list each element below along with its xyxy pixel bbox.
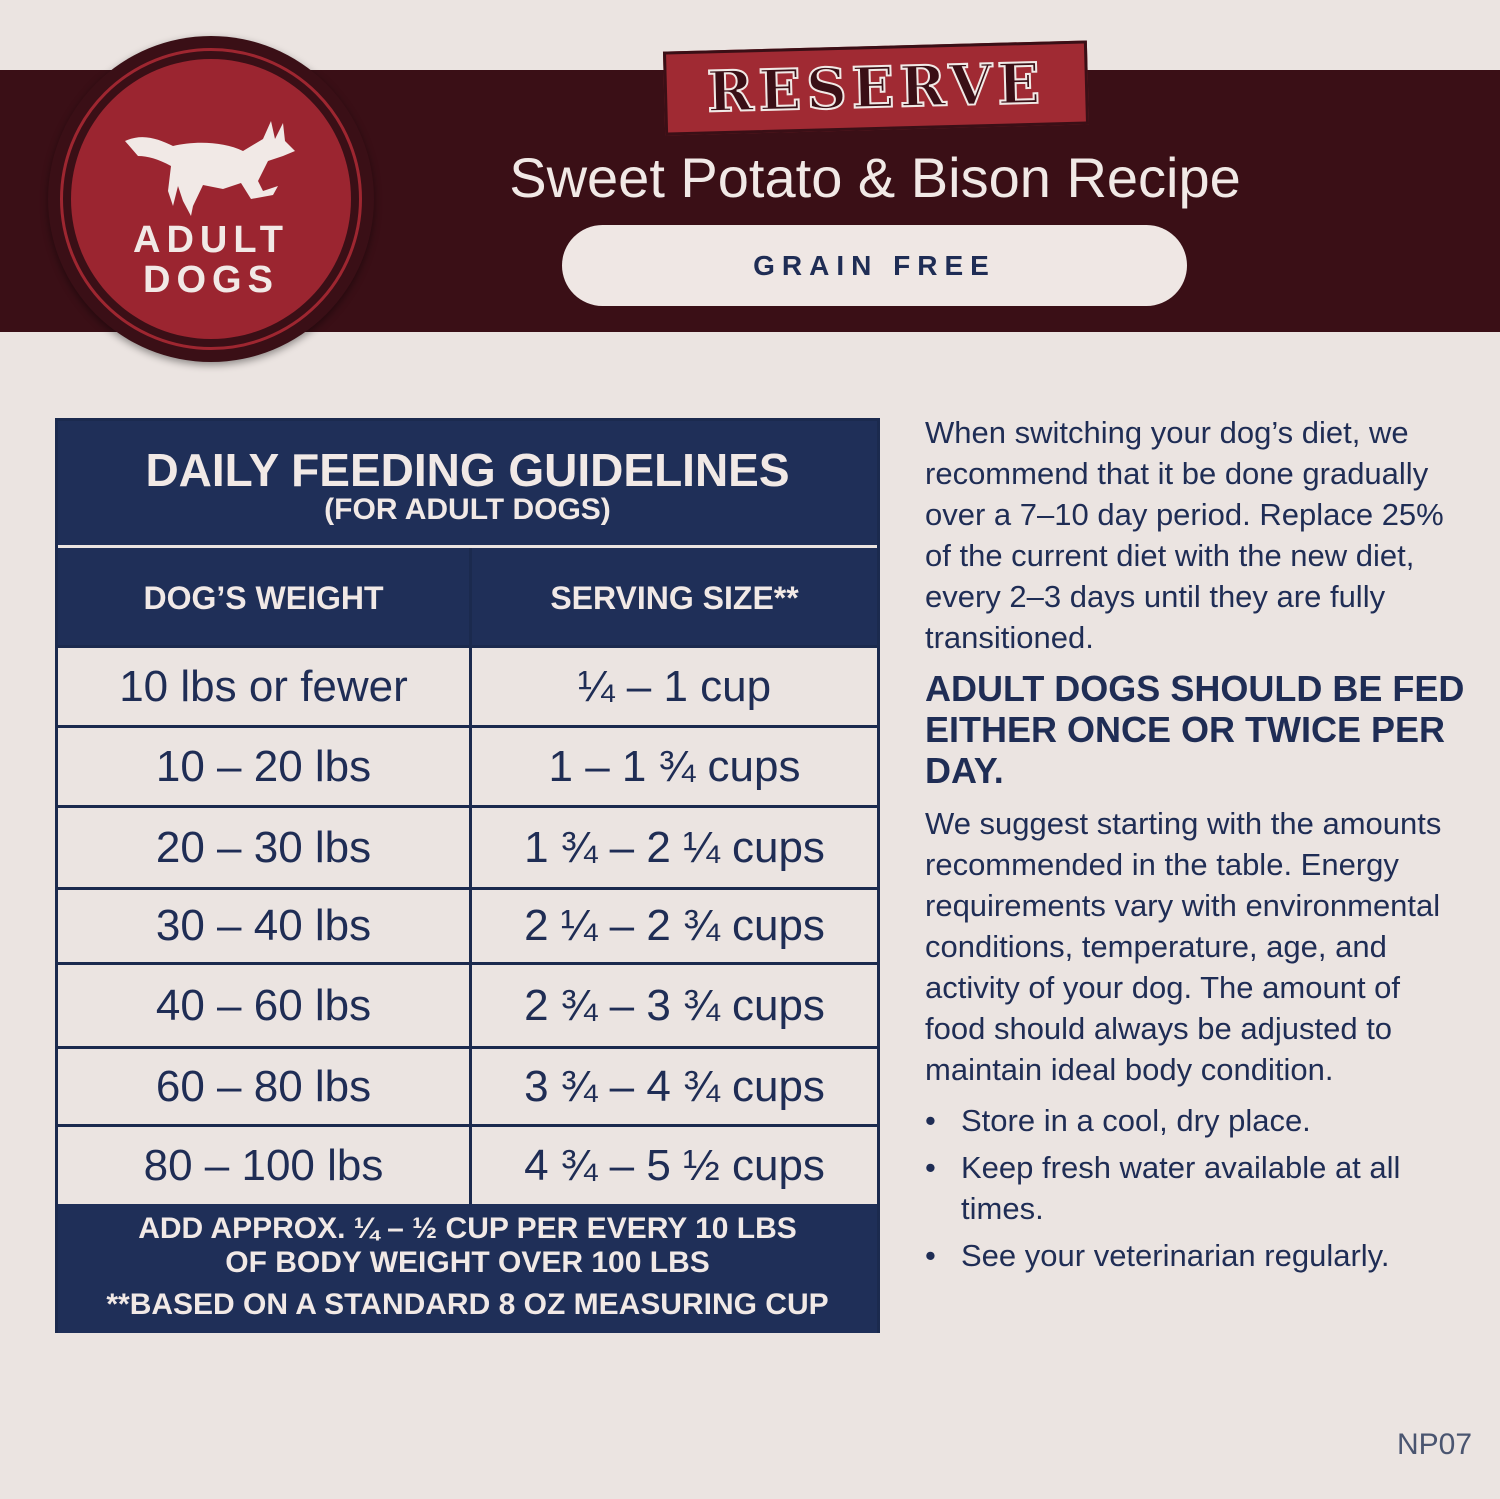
product-title: Sweet Potato & Bison Recipe	[509, 146, 1241, 209]
serving-cell: 4 ¾ – 5 ½ cups	[524, 1140, 825, 1190]
serving-cell: ¼ – 1 cup	[577, 661, 772, 711]
table-row: 20 – 30 lbs 1 ¾ – 2 ¼ cups	[58, 805, 877, 887]
serving-cell: 2 ¼ – 2 ¾ cups	[524, 901, 825, 950]
serving-cell: 1 ¾ – 2 ¼ cups	[524, 822, 825, 872]
footer-line2: OF BODY WEIGHT OVER 100 LBS	[225, 1246, 710, 1279]
serving-cell: 1 – 1 ¾ cups	[548, 741, 801, 791]
instructions-panel: When switching your dog’s diet, we recom…	[925, 412, 1465, 1282]
table-subtitle: (FOR ADULT DOGS)	[324, 493, 611, 526]
feeding-table: DAILY FEEDING GUIDELINES (FOR ADULT DOGS…	[55, 418, 880, 1333]
badge-line2: DOGS	[143, 259, 279, 301]
weight-cell: 10 – 20 lbs	[155, 741, 372, 791]
list-item: See your veterinarian regularly.	[925, 1235, 1465, 1276]
table-row: 10 lbs or fewer ¼ – 1 cup	[58, 645, 877, 725]
footer-line1: ADD APPROX. ¼ – ½ CUP PER EVERY 10 LBS	[138, 1212, 797, 1245]
table-title: DAILY FEEDING GUIDELINES	[145, 444, 790, 496]
product-code: NP07	[1396, 1428, 1472, 1461]
weight-cell: 80 – 100 lbs	[143, 1140, 384, 1190]
column-header-weight: DOG’S WEIGHT	[58, 548, 469, 648]
table-footer: ADD APPROX. ¼ – ½ CUP PER EVERY 10 LBS O…	[58, 1204, 877, 1333]
serving-cell: 2 ¾ – 3 ¾ cups	[524, 980, 825, 1030]
column-header-serving: SERVING SIZE**	[472, 548, 877, 648]
feeding-advice-text: We suggest starting with the amounts rec…	[925, 806, 1442, 1087]
badge-line1: ADULT	[133, 219, 289, 261]
table-row: 40 – 60 lbs 2 ¾ – 3 ¾ cups	[58, 962, 877, 1046]
table-row: 80 – 100 lbs 4 ¾ – 5 ½ cups	[58, 1124, 877, 1204]
feeding-frequency-heading: ADULT DOGS SHOULD BE FED EITHER ONCE OR …	[925, 668, 1465, 791]
grain-free-pill: GRAIN FREE	[562, 225, 1187, 306]
care-tips-list: Store in a cool, dry place. Keep fresh w…	[925, 1100, 1465, 1276]
table-row: 10 – 20 lbs 1 – 1 ¾ cups	[58, 725, 877, 805]
weight-cell: 10 lbs or fewer	[119, 661, 408, 711]
table-row: 60 – 80 lbs 3 ¾ – 4 ¾ cups	[58, 1046, 877, 1124]
column-divider	[469, 548, 472, 1204]
transition-text: When switching your dog’s diet, we recom…	[925, 415, 1444, 655]
table-row: 30 – 40 lbs 2 ¼ – 2 ¾ cups	[58, 887, 877, 962]
footer-line3: **BASED ON A STANDARD 8 OZ MEASURING CUP	[106, 1288, 829, 1321]
table-header: DAILY FEEDING GUIDELINES (FOR ADULT DOGS…	[58, 421, 877, 545]
weight-cell: 60 – 80 lbs	[155, 1061, 372, 1111]
weight-cell: 40 – 60 lbs	[155, 980, 372, 1030]
list-item: Store in a cool, dry place.	[925, 1100, 1465, 1141]
running-dog-icon	[125, 121, 295, 216]
weight-cell: 30 – 40 lbs	[155, 901, 372, 950]
list-item: Keep fresh water available at all times.	[925, 1147, 1465, 1229]
weight-cell: 20 – 30 lbs	[155, 822, 372, 872]
serving-cell: 3 ¾ – 4 ¾ cups	[524, 1061, 825, 1111]
reserve-banner: RESERVE	[662, 40, 1090, 136]
adult-dogs-badge: ADULT DOGS	[48, 36, 374, 362]
